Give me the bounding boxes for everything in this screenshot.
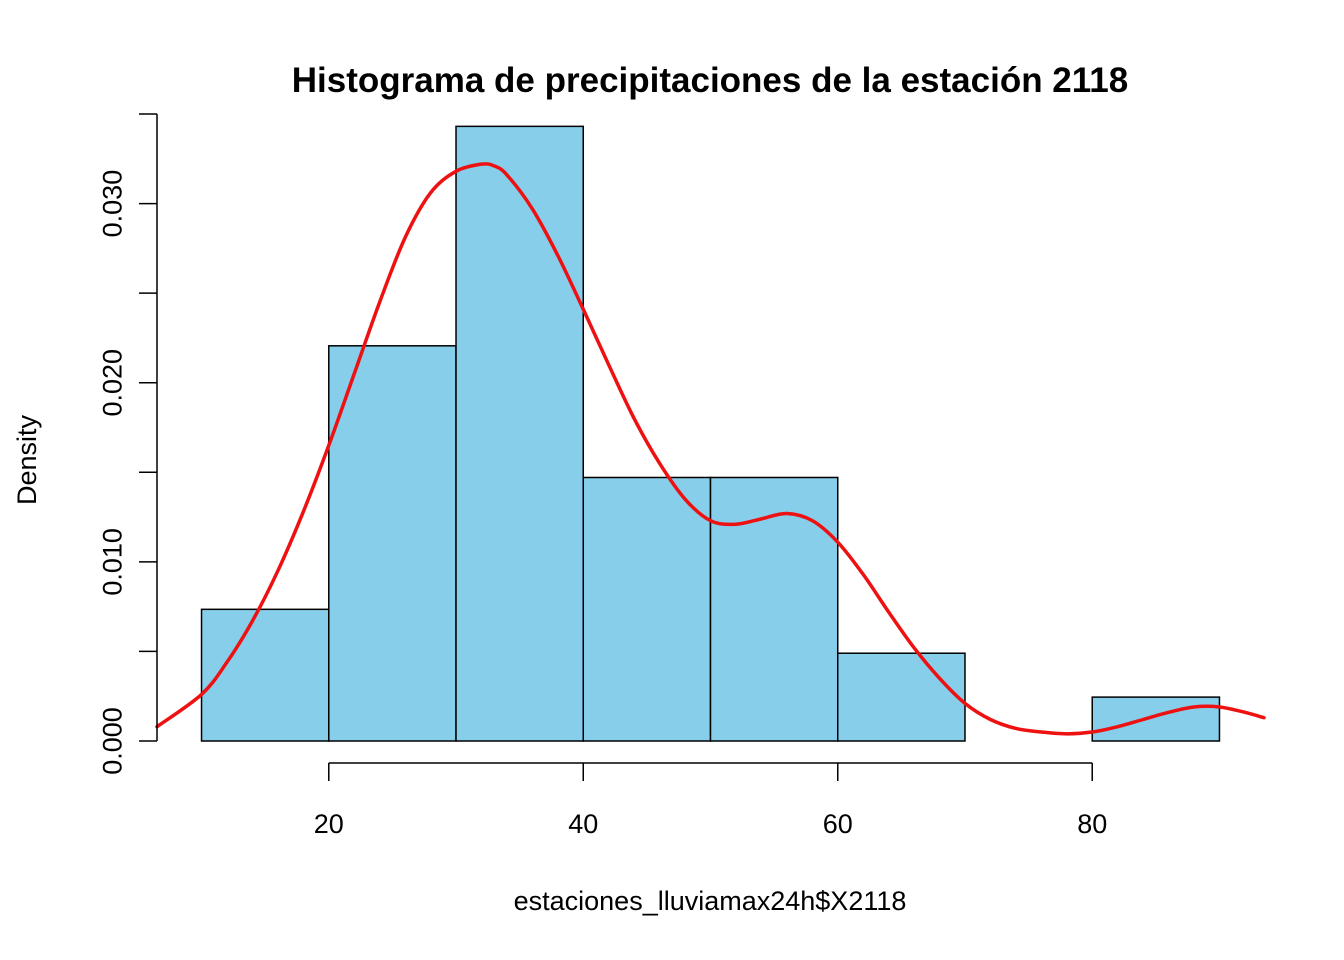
histogram-bar-10-20 bbox=[200, 608, 330, 742]
y-tick-label: 0.020 bbox=[97, 349, 127, 417]
histogram-bars bbox=[200, 125, 1221, 742]
density-curve bbox=[155, 162, 1266, 736]
x-axis-label: estaciones_lluviamax24h$X2118 bbox=[514, 886, 907, 916]
chart-title: Histograma de precipitaciones de la esta… bbox=[292, 61, 1128, 100]
x-axis: 20 40 60 80 bbox=[314, 762, 1107, 839]
y-axis: 0.000 0.010 0.020 0.030 bbox=[97, 113, 158, 775]
y-tick-label: 0.030 bbox=[97, 170, 127, 238]
histogram-bar-80-90 bbox=[1091, 696, 1221, 742]
x-tick-label: 40 bbox=[568, 809, 598, 839]
x-tick-label: 80 bbox=[1077, 809, 1107, 839]
x-tick-label: 60 bbox=[823, 809, 853, 839]
x-tick-label: 20 bbox=[314, 809, 344, 839]
histogram-bar-20-30 bbox=[328, 345, 457, 742]
histogram-bar-60-70 bbox=[836, 652, 966, 742]
y-tick-label: 0.000 bbox=[97, 707, 127, 775]
density-curve-layer bbox=[155, 162, 1266, 736]
histogram-bar-30-40 bbox=[455, 125, 585, 742]
y-axis-label: Density bbox=[12, 414, 42, 505]
histogram-bar-40-50 bbox=[582, 476, 712, 742]
y-tick-label: 0.010 bbox=[97, 528, 127, 596]
